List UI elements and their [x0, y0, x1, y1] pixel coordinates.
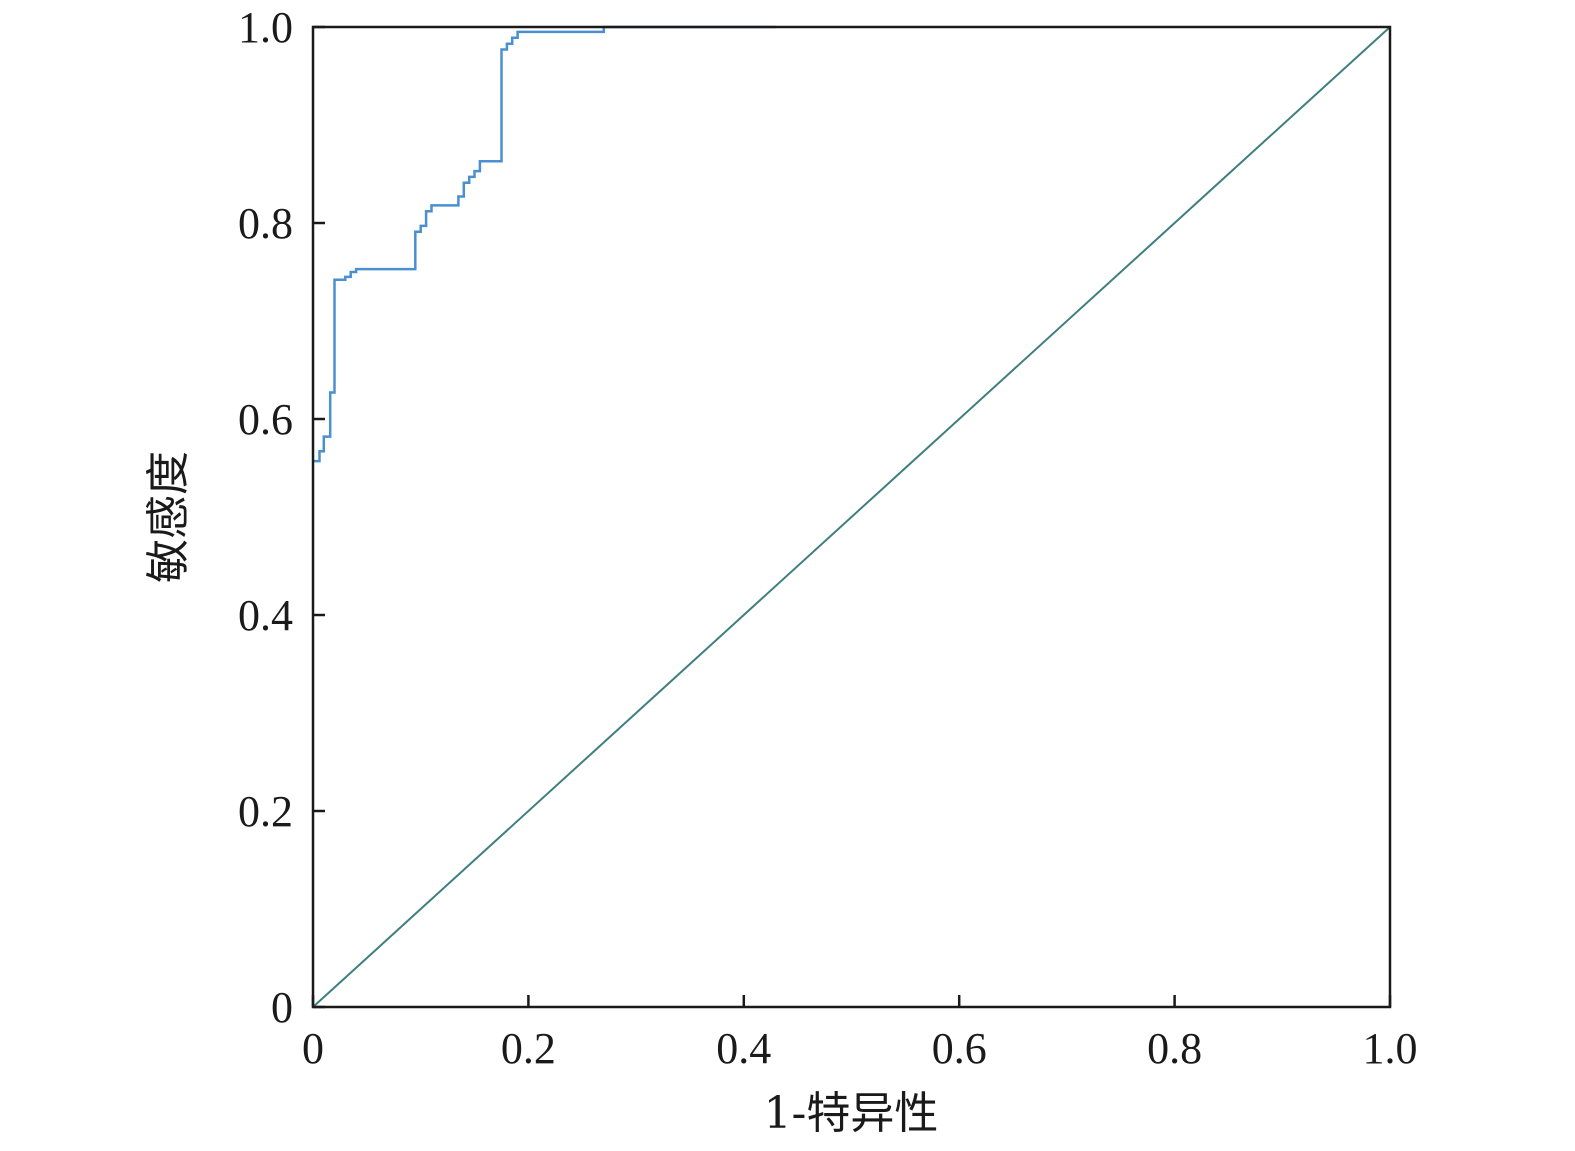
tick-labels-layer: 0 0.2 0.4 0.6 0.8 1.0 0 0.2 0.4 0.6 0.8 1.0: [238, 3, 1418, 1073]
x-tick-label: 0.4: [716, 1024, 771, 1073]
x-tick-label: 1.0: [1363, 1024, 1418, 1073]
x-tick-label: 0: [302, 1024, 324, 1073]
y-tick-label: 0.4: [238, 591, 293, 640]
x-axis-title: 1-特异性: [764, 1088, 939, 1139]
y-tick-label: 1.0: [238, 3, 293, 52]
plot-frame: [311, 25, 1392, 1009]
x-tick-label: 0.8: [1147, 1024, 1202, 1073]
y-tick-label: 0.8: [238, 199, 293, 248]
y-tick-label: 0.6: [238, 395, 293, 444]
roc-curve: [313, 25, 777, 463]
series-layer: [312, 25, 1391, 1008]
x-tick-label: 0.6: [932, 1024, 987, 1073]
y-axis-title: 敏感度: [143, 451, 194, 583]
y-tick-label: 0: [271, 983, 293, 1032]
x-tick-label: 0.2: [501, 1024, 556, 1073]
y-tick-label: 0.2: [238, 787, 293, 836]
reference-diagonal: [312, 26, 1391, 1008]
